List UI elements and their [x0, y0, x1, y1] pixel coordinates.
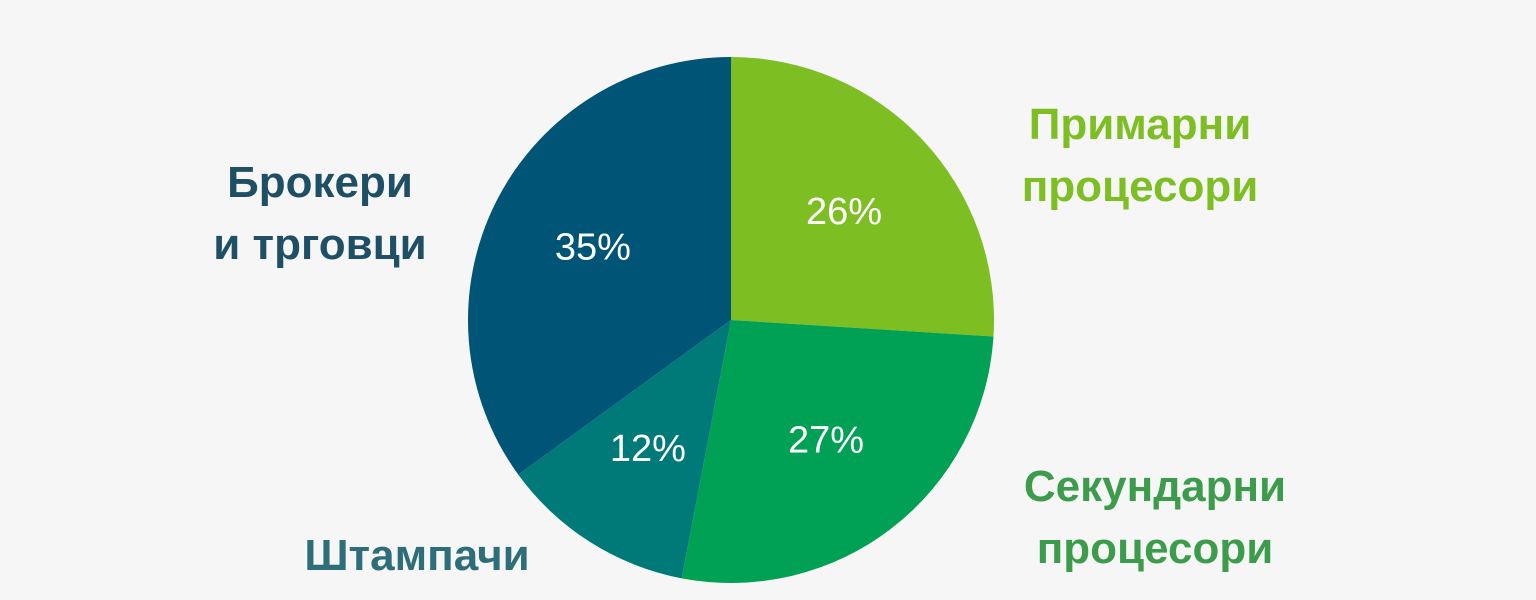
category-label-printers: Штампачи — [282, 525, 552, 587]
category-label-line: Брокери — [227, 158, 413, 207]
pie-value-labels: 26% 27% 12% 35% — [555, 191, 882, 470]
value-label-secondary-processors: 27% — [788, 420, 864, 462]
category-label-line: и трговци — [213, 220, 427, 269]
pie-slice-brokers-traders — [467, 57, 731, 475]
pie-slices — [467, 57, 994, 583]
category-label-line: Секундарни — [1023, 462, 1287, 511]
category-label-line: процесори — [1021, 162, 1259, 211]
value-label-brokers-traders: 35% — [555, 227, 631, 269]
category-label-brokers-traders: Брокери и трговци — [200, 152, 440, 276]
category-label-secondary-processors: Секундарни процесори — [1005, 456, 1305, 580]
value-label-printers: 12% — [610, 428, 686, 470]
pie-slice-printers — [518, 320, 731, 579]
category-label-primary-processors: Примарни процесори — [1010, 94, 1270, 218]
value-label-primary-processors: 26% — [806, 191, 882, 233]
pie-slice-secondary-processors — [681, 320, 994, 583]
category-label-line: Штампачи — [304, 531, 530, 580]
category-label-line: Примарни — [1028, 100, 1252, 149]
category-label-line: процесори — [1036, 524, 1274, 573]
pie-slice-primary-processors — [731, 57, 994, 337]
